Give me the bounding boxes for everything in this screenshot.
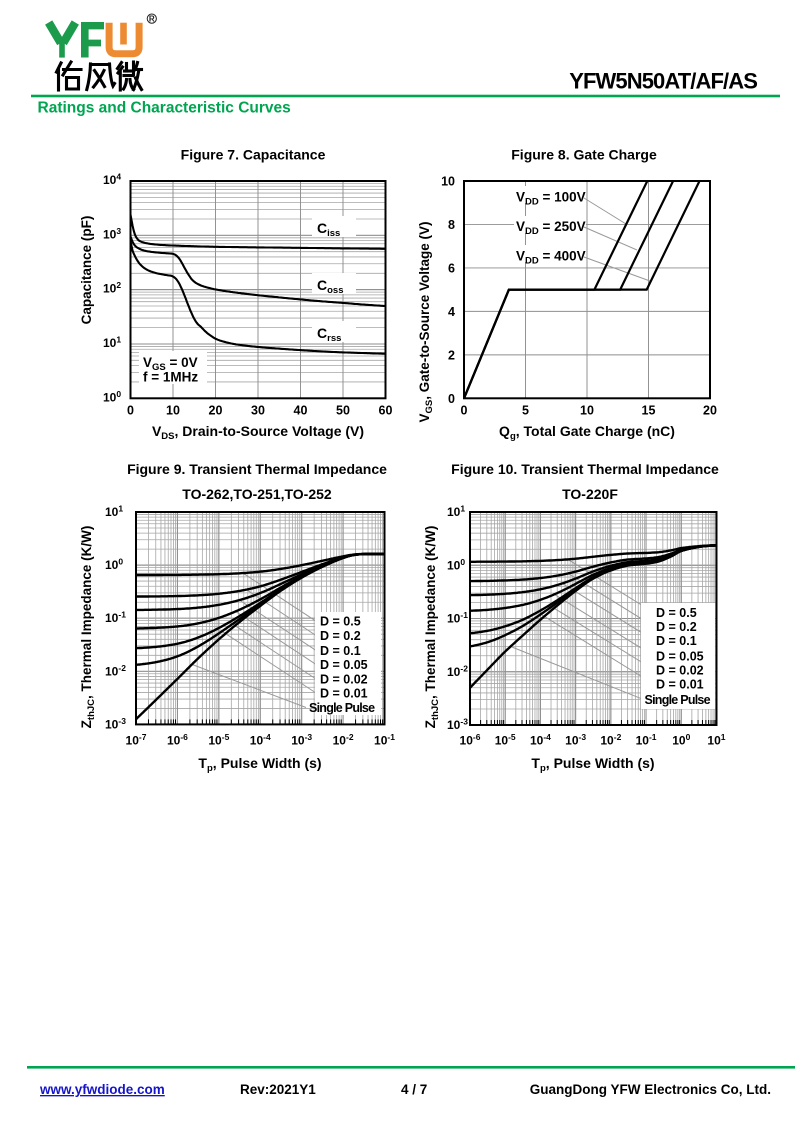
svg-text:D = 0.5: D = 0.5 bbox=[320, 615, 361, 629]
svg-text:GuangDong YFW Electronics Co,: GuangDong YFW Electronics Co, Ltd. bbox=[530, 1082, 771, 1097]
svg-text:6: 6 bbox=[448, 261, 455, 275]
svg-text:20: 20 bbox=[703, 404, 717, 418]
svg-text:Ratings and Characteristic Cur: Ratings and Characteristic Curves bbox=[38, 100, 291, 117]
svg-text:D = 0.1: D = 0.1 bbox=[656, 634, 697, 648]
svg-text:Tp, Pulse Width (s): Tp, Pulse Width (s) bbox=[531, 755, 654, 774]
svg-text:10: 10 bbox=[441, 175, 455, 189]
svg-text:0: 0 bbox=[461, 404, 468, 418]
svg-text:Figure 7. Capacitance: Figure 7. Capacitance bbox=[181, 147, 326, 163]
svg-text:D = 0.2: D = 0.2 bbox=[320, 629, 361, 643]
svg-text:Qg, Total Gate Charge (nC): Qg, Total Gate Charge (nC) bbox=[499, 423, 675, 442]
svg-text:f = 1MHz: f = 1MHz bbox=[143, 370, 198, 385]
svg-text:D = 0.05: D = 0.05 bbox=[656, 650, 704, 664]
svg-text:0: 0 bbox=[448, 392, 455, 406]
svg-text:15: 15 bbox=[642, 404, 656, 418]
svg-text:ZthJC, Thermal Impedance (K/W): ZthJC, Thermal Impedance (K/W) bbox=[79, 526, 97, 729]
svg-text:D = 0.01: D = 0.01 bbox=[656, 678, 704, 692]
svg-text:D = 0.02: D = 0.02 bbox=[320, 673, 368, 687]
svg-text:Single Pulse: Single Pulse bbox=[645, 693, 711, 707]
svg-text:40: 40 bbox=[294, 404, 308, 418]
svg-text:Figure 10. Transient Thermal I: Figure 10. Transient Thermal Impedance bbox=[451, 461, 719, 477]
svg-text:Single Pulse: Single Pulse bbox=[309, 701, 375, 715]
svg-text:10: 10 bbox=[166, 404, 180, 418]
svg-text:60: 60 bbox=[379, 404, 393, 418]
svg-text:8: 8 bbox=[448, 218, 455, 232]
svg-text:10: 10 bbox=[580, 404, 594, 418]
svg-text:TO-220F: TO-220F bbox=[562, 486, 618, 502]
svg-text:www.yfwdiode.com: www.yfwdiode.com bbox=[39, 1082, 165, 1097]
svg-text:4 / 7: 4 / 7 bbox=[401, 1082, 427, 1097]
svg-text:2: 2 bbox=[448, 348, 455, 362]
svg-text:D = 0.01: D = 0.01 bbox=[320, 687, 368, 701]
svg-text:TO-262,TO-251,TO-252: TO-262,TO-251,TO-252 bbox=[182, 486, 332, 502]
svg-text:D = 0.05: D = 0.05 bbox=[320, 658, 368, 672]
svg-text:Rev:2021Y1: Rev:2021Y1 bbox=[240, 1082, 316, 1097]
svg-text:Figure 8. Gate Charge: Figure 8. Gate Charge bbox=[511, 147, 657, 163]
svg-text:30: 30 bbox=[251, 404, 265, 418]
svg-text:0: 0 bbox=[127, 404, 134, 418]
svg-text:VGS, Gate-to-Source Voltage (V: VGS, Gate-to-Source Voltage (V) bbox=[417, 221, 435, 422]
svg-text:50: 50 bbox=[336, 404, 350, 418]
svg-text:4: 4 bbox=[448, 305, 455, 319]
svg-text:5: 5 bbox=[522, 404, 529, 418]
svg-text:ZthJC, Thermal Impedance (K/W): ZthJC, Thermal Impedance (K/W) bbox=[423, 526, 441, 729]
svg-text:D = 0.1: D = 0.1 bbox=[320, 644, 361, 658]
svg-text:Tp, Pulse Width (s): Tp, Pulse Width (s) bbox=[198, 755, 321, 774]
svg-text:D = 0.5: D = 0.5 bbox=[656, 606, 697, 620]
svg-text:Capacitance (pF): Capacitance (pF) bbox=[79, 216, 94, 325]
svg-text:20: 20 bbox=[209, 404, 223, 418]
svg-text:D = 0.2: D = 0.2 bbox=[656, 620, 697, 634]
svg-text:D = 0.02: D = 0.02 bbox=[656, 663, 704, 677]
svg-text:VDS, Drain-to-Source Voltage (: VDS, Drain-to-Source Voltage (V) bbox=[152, 423, 364, 442]
svg-text:YFW5N50AT/AF/AS: YFW5N50AT/AF/AS bbox=[569, 69, 757, 94]
svg-text:Figure 9. Transient Thermal Im: Figure 9. Transient Thermal Impedance bbox=[127, 461, 387, 477]
svg-text:R: R bbox=[149, 15, 155, 24]
